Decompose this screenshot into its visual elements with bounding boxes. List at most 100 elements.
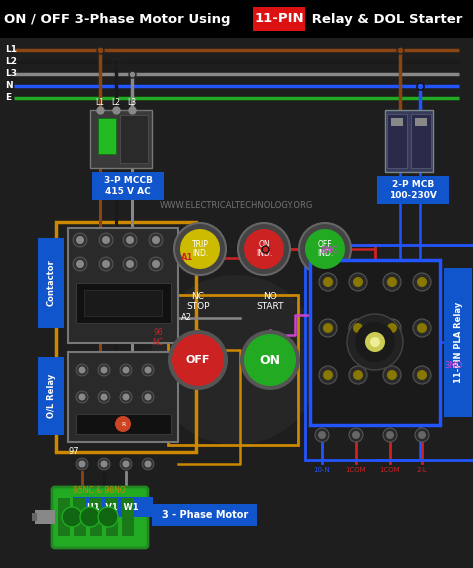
Circle shape <box>123 233 137 247</box>
Circle shape <box>386 431 394 439</box>
Bar <box>253 7 305 31</box>
Text: Relay & DOL Starter: Relay & DOL Starter <box>307 12 463 26</box>
Circle shape <box>387 277 397 287</box>
Circle shape <box>415 428 429 442</box>
Circle shape <box>319 273 337 291</box>
Bar <box>310 260 440 425</box>
Circle shape <box>349 273 367 291</box>
Circle shape <box>349 428 363 442</box>
Circle shape <box>98 458 110 470</box>
Circle shape <box>383 273 401 291</box>
Circle shape <box>365 332 385 352</box>
Circle shape <box>352 431 360 439</box>
Circle shape <box>353 277 363 287</box>
Circle shape <box>144 366 151 374</box>
Text: ON / OFF 3-Phase Motor Using: ON / OFF 3-Phase Motor Using <box>4 12 235 26</box>
Circle shape <box>76 236 84 244</box>
Text: 3NO: 3NO <box>444 361 463 370</box>
Text: L1: L1 <box>96 98 105 107</box>
Circle shape <box>142 458 154 470</box>
Circle shape <box>238 223 290 275</box>
Bar <box>76 283 171 323</box>
Circle shape <box>144 461 151 467</box>
Circle shape <box>73 233 87 247</box>
Circle shape <box>174 223 226 275</box>
Circle shape <box>79 461 86 467</box>
Circle shape <box>76 458 88 470</box>
Bar <box>90 110 152 168</box>
Circle shape <box>80 507 100 527</box>
Bar <box>106 498 118 536</box>
Circle shape <box>413 319 431 337</box>
Circle shape <box>305 229 345 269</box>
Circle shape <box>149 233 163 247</box>
Bar <box>38 238 64 328</box>
Circle shape <box>120 364 132 376</box>
Circle shape <box>349 366 367 384</box>
Circle shape <box>123 257 137 271</box>
Circle shape <box>315 428 329 442</box>
Circle shape <box>417 323 427 333</box>
Text: 2-L: 2-L <box>417 467 428 473</box>
Circle shape <box>387 323 397 333</box>
Circle shape <box>240 330 300 390</box>
Circle shape <box>123 366 130 374</box>
Text: L1: L1 <box>5 45 17 55</box>
Circle shape <box>144 394 151 400</box>
Circle shape <box>100 366 107 374</box>
Circle shape <box>319 366 337 384</box>
Text: N: N <box>5 81 13 90</box>
Circle shape <box>76 364 88 376</box>
Text: Contactor: Contactor <box>46 260 55 306</box>
Circle shape <box>98 391 110 403</box>
Text: 1COM: 1COM <box>346 467 366 473</box>
Bar <box>35 510 55 524</box>
Circle shape <box>98 507 118 527</box>
Circle shape <box>353 370 363 380</box>
Text: 10-N: 10-N <box>314 467 330 473</box>
Circle shape <box>417 277 427 287</box>
Text: NO
START: NO START <box>256 292 284 311</box>
Text: L3: L3 <box>127 98 137 107</box>
FancyBboxPatch shape <box>52 487 148 548</box>
Bar <box>68 228 178 343</box>
Text: E: E <box>5 94 11 102</box>
Text: 11-PIN: 11-PIN <box>254 12 304 26</box>
Circle shape <box>142 364 154 376</box>
Circle shape <box>244 229 284 269</box>
Bar <box>73 497 153 517</box>
Bar <box>76 414 171 434</box>
Circle shape <box>418 431 426 439</box>
Text: WWW.ELECTRICALTECHNOLOGY.ORG: WWW.ELECTRICALTECHNOLOGY.ORG <box>159 201 313 210</box>
Bar <box>58 498 70 536</box>
Circle shape <box>123 461 130 467</box>
Circle shape <box>244 334 296 386</box>
Circle shape <box>123 394 130 400</box>
Circle shape <box>98 364 110 376</box>
Bar <box>377 176 449 204</box>
Circle shape <box>417 370 427 380</box>
Circle shape <box>73 257 87 271</box>
Text: 3 - Phase Motor: 3 - Phase Motor <box>162 510 248 520</box>
Bar <box>120 115 148 163</box>
Circle shape <box>120 458 132 470</box>
Circle shape <box>319 319 337 337</box>
Bar <box>90 498 102 536</box>
Bar <box>152 504 257 526</box>
Circle shape <box>180 229 220 269</box>
Text: ON: ON <box>260 353 280 366</box>
Text: OFF
IND.: OFF IND. <box>317 240 333 258</box>
Circle shape <box>102 260 110 268</box>
Text: 11-PIN PLA Relay: 11-PIN PLA Relay <box>454 302 463 383</box>
Circle shape <box>383 428 397 442</box>
Bar <box>385 110 433 172</box>
Text: 2-P MCB
100-230V: 2-P MCB 100-230V <box>389 180 437 200</box>
Circle shape <box>126 236 134 244</box>
Circle shape <box>323 277 333 287</box>
Bar <box>411 114 431 168</box>
Text: OFF: OFF <box>186 355 210 365</box>
Circle shape <box>99 233 113 247</box>
Circle shape <box>76 391 88 403</box>
Bar <box>92 172 164 200</box>
Text: A2: A2 <box>181 314 192 323</box>
